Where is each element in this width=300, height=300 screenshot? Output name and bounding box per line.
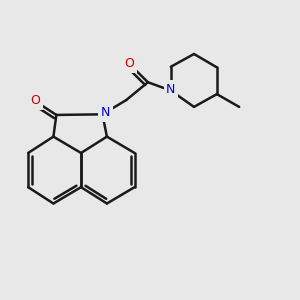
Text: O: O [31,94,40,107]
Text: N: N [166,82,176,96]
Text: O: O [124,57,134,70]
Text: N: N [101,106,110,119]
